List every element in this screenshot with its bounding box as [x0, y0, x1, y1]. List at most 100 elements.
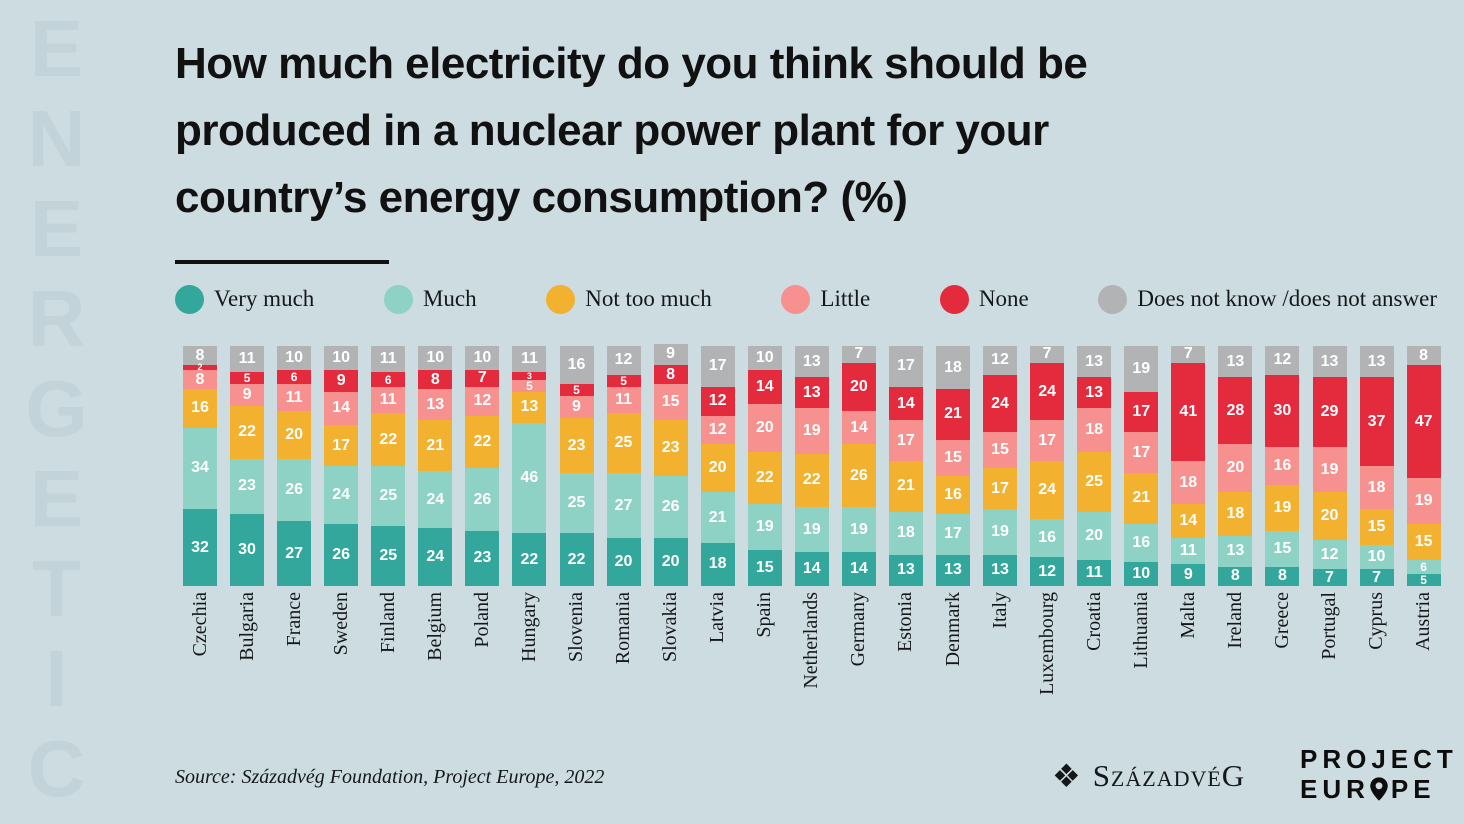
bar-segment-value: 19 [802, 520, 821, 538]
category-label-cell: Lithuania [1124, 592, 1158, 776]
bar-segment-value: 3 [526, 370, 532, 381]
bar-segment-value: 15 [1414, 532, 1433, 550]
category-label-cell: Slovenia [560, 592, 594, 776]
bar-bulgaria: 11 5 9 22 23 30 [230, 346, 265, 586]
bar-segment-value: 26 [661, 497, 680, 515]
bar-segment: 12 [700, 415, 735, 445]
bar-segment: 13 [1359, 346, 1394, 378]
legend-item: Not too much [546, 284, 712, 314]
category-label-cell: Croatia [1077, 592, 1111, 776]
legend-item: Very much [175, 284, 314, 314]
project-europe-eur: EUR [1300, 774, 1370, 804]
bar-segment: 32 [183, 509, 217, 586]
bar-segment-value: 14 [802, 560, 821, 578]
bar-segment: 10 [747, 346, 782, 371]
bar-segment: 11 [371, 346, 406, 373]
bar-segment-value: 20 [849, 377, 868, 395]
category-label: France [282, 592, 305, 647]
bar-segment-value: 9 [1183, 566, 1193, 584]
bar-segment-value: 10 [1132, 565, 1151, 582]
bar-segment: 18 [700, 542, 735, 586]
title-line-3: country’s energy consumption? (%) [175, 173, 908, 222]
bar-segment-value: 16 [944, 485, 962, 503]
bar-segment-value: 20 [1085, 526, 1104, 544]
bar-segment-value: 25 [379, 487, 398, 504]
page-title: How much electricity do you think should… [175, 30, 1315, 231]
bar-segment: 17 [936, 514, 970, 555]
bar-segment-value: 14 [849, 560, 868, 578]
bar-segment: 26 [841, 444, 876, 507]
bar-segment: 26 [465, 468, 500, 531]
bar-segment-value: 47 [1414, 412, 1433, 430]
bar-segment: 8 [1265, 566, 1300, 586]
bar-segment-value: 10 [285, 349, 304, 367]
category-label-cell: Bulgaria [230, 592, 264, 776]
bar-segment: 10 [418, 346, 453, 371]
bar-segment-value: 17 [708, 357, 727, 375]
bar-segment-value: 14 [1179, 512, 1198, 530]
bar-segment-value: 15 [755, 559, 774, 576]
bar-segment-value: 22 [567, 550, 586, 568]
bar-segment: 12 [1030, 557, 1065, 586]
legend-label: Not too much [585, 286, 712, 311]
bar-segment-value: 12 [614, 351, 633, 369]
bar-hungary: 11 3 5 13 46 22 [512, 346, 547, 586]
bar-segment: 6 [277, 370, 312, 385]
bar-segment: 20 [1077, 511, 1112, 560]
legend-item: Does not know /does not answer [1098, 284, 1437, 314]
bar-segment: 24 [324, 466, 359, 524]
szazadveg-diamond-icon: ❖ [1052, 758, 1081, 794]
bar-segment: 23 [559, 418, 594, 474]
bar-segment: 15 [1406, 523, 1441, 560]
bar-segment: 15 [653, 384, 688, 421]
category-label: Slovakia [659, 592, 682, 662]
bar-germany: 7 20 14 26 19 14 [841, 345, 876, 586]
bar-segment-value: 23 [661, 439, 680, 457]
bar-segment: 14 [888, 386, 923, 421]
bar-segment: 20 [1312, 492, 1347, 541]
bar-segment-value: 21 [897, 477, 915, 495]
bar-segment: 25 [559, 473, 594, 534]
category-label: Denmark [941, 592, 964, 667]
bar-segment-value: 16 [1132, 533, 1151, 551]
bar-segment-value: 13 [1226, 542, 1245, 560]
bar-segment: 16 [559, 346, 594, 385]
bar-segment-value: 34 [191, 459, 209, 477]
bar-segment-value: 7 [854, 345, 864, 363]
bar-segment-value: 8 [430, 370, 440, 388]
bar-segment: 20 [747, 403, 782, 452]
category-label-cell: Spain [748, 592, 782, 776]
bar-segment-value: 11 [379, 350, 397, 368]
category-label-cell: Slovakia [654, 592, 688, 776]
bar-segment: 13 [794, 346, 829, 378]
bar-segment-value: 21 [426, 436, 445, 454]
bar-segment: 7 [841, 345, 876, 363]
bar-segment-value: 10 [1367, 548, 1386, 566]
bar-segment: 16 [1124, 523, 1159, 562]
bar-segment-value: 7 [477, 369, 487, 387]
category-label-cell: Malta [1171, 592, 1205, 776]
bar-malta: 7 41 18 14 11 9 [1171, 346, 1206, 586]
bar-segment: 21 [418, 420, 453, 471]
bar-segment-value: 16 [191, 399, 209, 417]
bar-segment: 22 [512, 533, 547, 586]
bar-segment: 7 [1171, 346, 1206, 363]
bar-segment-value: 13 [426, 395, 445, 413]
bar-segment-value: 9 [572, 398, 581, 416]
bar-segment: 5 [230, 371, 265, 386]
bar-segment-value: 29 [1320, 403, 1339, 421]
project-europe-pe: PE [1390, 774, 1436, 804]
category-label: Austria [1412, 592, 1435, 651]
bar-segment-value: 21 [944, 405, 962, 423]
bar-segment-value: 11 [615, 391, 633, 408]
legend-dot-icon [939, 284, 969, 314]
bar-segment: 17 [1124, 432, 1159, 474]
bar-segment: 2 [183, 363, 217, 371]
bar-portugal: 13 29 19 20 12 7 [1312, 346, 1347, 586]
bar-segment-value: 5 [243, 371, 251, 386]
bar-segment-value: 7 [1372, 568, 1382, 586]
bar-segment-value: 11 [379, 391, 397, 408]
bar-segment-value: 10 [473, 349, 492, 367]
category-label: Sweden [329, 592, 352, 656]
bar-segment-value: 12 [991, 351, 1009, 369]
